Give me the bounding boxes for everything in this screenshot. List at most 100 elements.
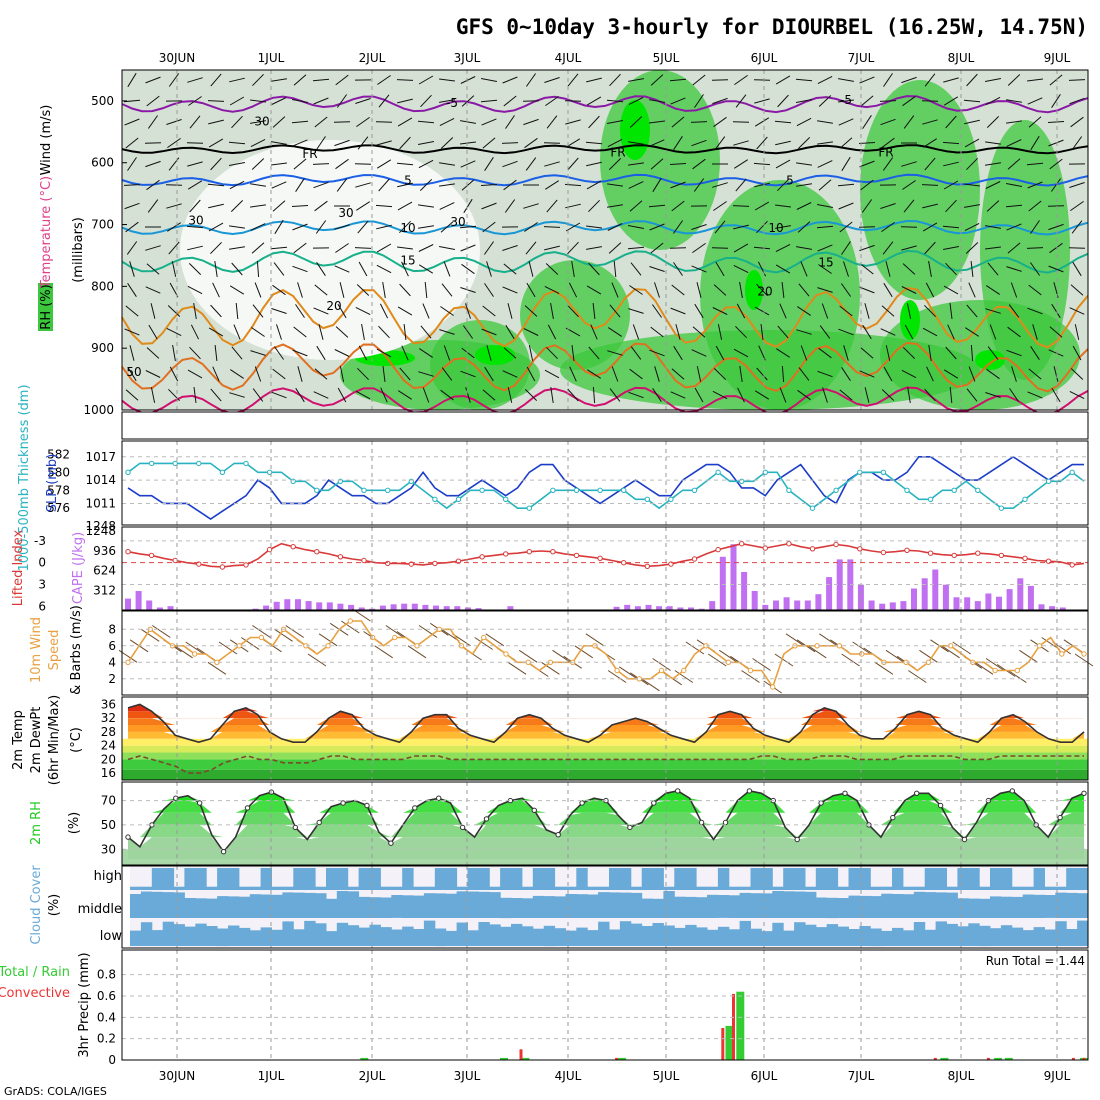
wind-barb: [882, 241, 894, 255]
wind-barb: [817, 204, 833, 208]
surface-wind-barb: [341, 620, 360, 634]
cloud-cell: [990, 868, 1002, 890]
wind-barb: [1027, 307, 1043, 315]
wind-barb: [147, 199, 159, 213]
wind-barb: [1072, 345, 1082, 361]
wind-barb: [502, 370, 518, 378]
wind-barb: [396, 162, 414, 166]
wind-barb: [609, 73, 621, 87]
cloud-cell: [619, 921, 632, 946]
wind-barb: [670, 97, 686, 105]
wind-barb: [252, 304, 264, 318]
wind-barb: [671, 284, 685, 296]
cloud-cell: [892, 894, 904, 918]
rh-legend-swatch: [38, 283, 53, 331]
wind-barb: [775, 225, 791, 229]
cloud-cell: [1033, 927, 1045, 946]
cloud-cell: [326, 898, 338, 918]
wind-barb: [1049, 242, 1063, 254]
cloud-cell: [260, 868, 272, 890]
cloud-cell: [902, 930, 915, 946]
cloud-cell: [587, 930, 599, 946]
cape-bar: [443, 606, 450, 610]
wind-barb: [355, 390, 371, 400]
cloud-cell: [500, 868, 512, 890]
wind-barb: [439, 183, 455, 187]
cloud-cell: [1011, 886, 1024, 890]
wind-barb: [756, 136, 768, 150]
temp-fill-band-3: [128, 711, 1084, 719]
wind-barb: [586, 246, 602, 250]
wind-barb: [985, 225, 1001, 229]
wind-barb: [989, 324, 997, 340]
wind-barb: [943, 96, 959, 106]
wind-barb: [986, 116, 1000, 128]
contour-label-1: -5: [840, 93, 852, 107]
cloud-cell: [304, 868, 316, 890]
cloud-cell: [750, 893, 762, 918]
wind-barb: [696, 366, 702, 382]
wind-barb: [1006, 120, 1022, 124]
wind-barb: [187, 245, 203, 251]
wind-barb: [354, 247, 372, 249]
cloud-cell: [162, 868, 175, 890]
cloud-cell: [707, 929, 719, 946]
wind-barb: [568, 282, 578, 298]
cloud-cell: [794, 922, 806, 946]
wind-barb: [774, 120, 792, 124]
contour-label-8: 10: [768, 221, 783, 235]
wind-barb: [883, 366, 893, 382]
xsec-y-tick-900: 900: [91, 341, 114, 355]
wind-barb: [124, 202, 140, 210]
wind-barb: [571, 345, 575, 361]
wind-barb: [273, 346, 285, 360]
wind-barb: [607, 120, 623, 124]
wind-barb: [418, 75, 434, 85]
wind-barb: [629, 368, 643, 380]
temp-tick-20: 20: [101, 752, 116, 766]
cloud-cell: [815, 897, 828, 918]
wind-barb: [315, 220, 327, 234]
wind-barb: [166, 119, 182, 125]
wind-speed-line: [127, 620, 1085, 689]
temp-contour-20: [121, 287, 1089, 349]
rh-fill-band-2: [128, 812, 1084, 825]
wind-barb: [966, 388, 978, 402]
cloud-cell: [707, 886, 719, 890]
wind-barb: [524, 305, 538, 317]
x-tick-bottom-3JUL: 3JUL: [454, 1069, 481, 1083]
cloud-cell: [228, 868, 240, 890]
wind-barb: [231, 115, 243, 129]
wind-barb: [564, 100, 582, 102]
wind-barb: [900, 226, 918, 228]
cloud-cell: [717, 926, 730, 946]
wind-barb: [986, 368, 1000, 380]
cloud-cell: [206, 886, 218, 890]
wind-barb: [628, 141, 644, 145]
cloud-cell: [761, 931, 773, 946]
cape-bar: [1027, 585, 1034, 610]
wind-barb: [524, 137, 538, 149]
wind-barb: [166, 203, 182, 209]
surface-wind-barb: [974, 661, 994, 675]
cloud-cell: [946, 886, 958, 890]
surface-wind-barb: [752, 658, 771, 671]
wind-barb: [150, 303, 156, 319]
lifted-index-point: [644, 563, 650, 569]
cape-bar: [252, 608, 259, 610]
wind-barb: [1006, 139, 1022, 147]
cloud-cell: [968, 868, 980, 890]
lifted-index-point: [337, 554, 344, 560]
surface-wind-barb: [841, 653, 860, 667]
lifted-index-point: [998, 552, 1005, 559]
cloud-cell: [935, 892, 947, 918]
wind-barb: [586, 180, 602, 190]
wind-barb: [692, 74, 706, 86]
wind-barb: [924, 157, 936, 171]
cloud-cell: [935, 921, 947, 946]
cloud-cell: [957, 868, 969, 890]
wind-speed-point: [481, 634, 487, 641]
wind-barb: [649, 349, 665, 357]
precip-convective-bar: [986, 1057, 990, 1060]
cloud-cell: [565, 930, 577, 946]
